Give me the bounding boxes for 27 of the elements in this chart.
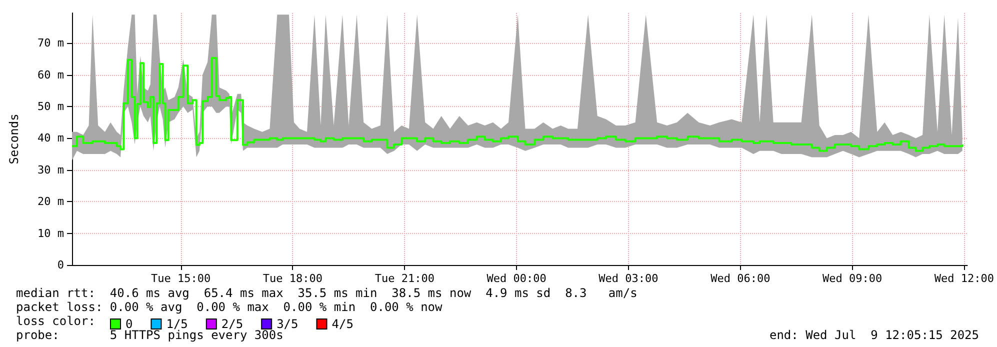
- y-tick-label: 30 m: [38, 163, 64, 176]
- y-axis-title: Seconds: [7, 114, 21, 164]
- text: packet loss: 0.00 % avg 0.00 % max 0.00 % min 0.00 % now: [16, 300, 444, 314]
- x-tick-label: Tue 18:00: [262, 272, 323, 285]
- y-tick-label: 60 m: [38, 68, 64, 82]
- y-tick-label: 10 m: [38, 226, 64, 240]
- x-tick-label: Wed 09:00: [822, 272, 882, 285]
- y-tick-label: 40 m: [38, 132, 64, 145]
- y-tick-label: 20 m: [38, 195, 64, 208]
- x-tick-label: Wed 12:00: [934, 272, 994, 285]
- text: end: Wed Jul 9 12:05:15 2025: [769, 328, 979, 342]
- legend-label: 3/5: [276, 317, 298, 331]
- legend-label: 0: [126, 317, 133, 331]
- x-tick-label: Tue 21:00: [374, 272, 434, 285]
- legend-label: 2/5: [221, 317, 244, 331]
- x-tick-label: Wed 00:00: [486, 272, 546, 285]
- legend-label: 1/5: [166, 317, 188, 331]
- x-tick-label: Wed 06:00: [710, 272, 770, 285]
- x-tick-label: Tue 15:00: [151, 272, 211, 285]
- legend-title: loss color:: [16, 314, 96, 328]
- y-tick-label: 70 m: [38, 36, 64, 50]
- text: median rtt: 40.6 ms avg 65.4 ms max 35.5 ms min 38.5 ms now 4.9 ms sd 8.3 am/s: [16, 286, 638, 300]
- legend-label: 4/5: [332, 317, 354, 331]
- text: probe: 5 HTTPS pings every 300s: [16, 328, 284, 342]
- x-tick-label: Wed 03:00: [598, 272, 658, 285]
- y-tick-label: 0: [57, 258, 64, 272]
- y-tick-label: 50 m: [38, 100, 64, 114]
